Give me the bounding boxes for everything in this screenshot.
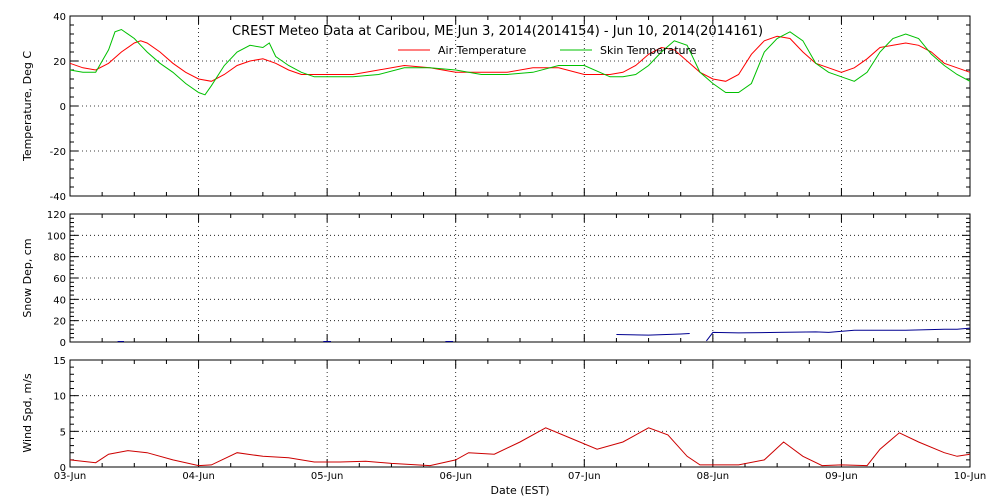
x-tick-label-09-Jun: 09-Jun xyxy=(825,471,858,482)
snow-depth-y-tick-label: 40 xyxy=(53,295,66,306)
wind-speed-line xyxy=(69,427,971,467)
x-axis-label: Date (EST) xyxy=(490,484,549,497)
legend-label-skin-temperature: Skin Temperature xyxy=(600,44,697,57)
temperature-y-tick-label: -20 xyxy=(50,147,66,158)
snow-depth-y-tick-label: 100 xyxy=(47,231,66,242)
wind-speed-panel: 03-Jun 04-Jun 05-Jun 06-Jun 07-Jun 08-Jun 09-J… xyxy=(53,356,986,482)
temperature-y-tick-label: 0 xyxy=(60,102,66,113)
snow-depth-y-tick-label: 80 xyxy=(53,253,66,264)
temperature-axis-label: Temperature, Deg C xyxy=(21,51,34,162)
snow-depth-y-tick-label: 120 xyxy=(47,210,66,221)
snow-depth-axis-label: Snow Dep, cm xyxy=(21,238,34,317)
x-tick-label-10-Jun: 10-Jun xyxy=(954,471,987,482)
x-tick-label-06-Jun: 06-Jun xyxy=(439,471,472,482)
wind-speed-y-tick-label: 5 xyxy=(60,427,66,438)
snow-depth-panel: 0 20 40 60 80 100 120 xyxy=(47,210,971,349)
legend-label-air-temperature: Air Temperature xyxy=(438,44,527,57)
wind-speed-y-tick-label: 15 xyxy=(53,356,66,367)
snow-depth-y-tick-label: 20 xyxy=(53,317,66,328)
air-temperature-line xyxy=(69,35,971,82)
snow-depth-y-tick-label: 60 xyxy=(53,274,66,285)
x-tick-label-03-Jun: 03-Jun xyxy=(54,471,87,482)
x-tick-label-07-Jun: 07-Jun xyxy=(568,471,601,482)
snow-depth-line-segment-3 xyxy=(616,333,690,336)
temperature-y-tick-label: -40 xyxy=(50,192,66,203)
wind-speed-axis-label: Wind Spd, m/s xyxy=(21,373,34,453)
x-tick-label-08-Jun: 08-Jun xyxy=(697,471,730,482)
temperature-y-tick-label: 20 xyxy=(53,57,66,68)
wind-speed-y-tick-label: 10 xyxy=(53,392,66,403)
wind-speed-plot-frame xyxy=(69,359,971,468)
x-tick-label-05-Jun: 05-Jun xyxy=(311,471,344,482)
temperature-panel: -40 -20 0 20 40 xyxy=(50,12,971,203)
wind-speed-y-tick-label: 0 xyxy=(60,463,66,474)
skin-temperature-line xyxy=(69,28,971,96)
snow-depth-y-tick-label: 0 xyxy=(60,338,66,349)
snow-depth-line-segment-4 xyxy=(706,327,971,342)
chart-title: CREST Meteo Data at Caribou, ME Jun 3, 2… xyxy=(232,24,763,39)
temperature-y-tick-label: 40 xyxy=(53,12,66,23)
legend: Air Temperature Skin Temperature xyxy=(398,44,697,57)
x-tick-label-04-Jun: 04-Jun xyxy=(182,471,215,482)
